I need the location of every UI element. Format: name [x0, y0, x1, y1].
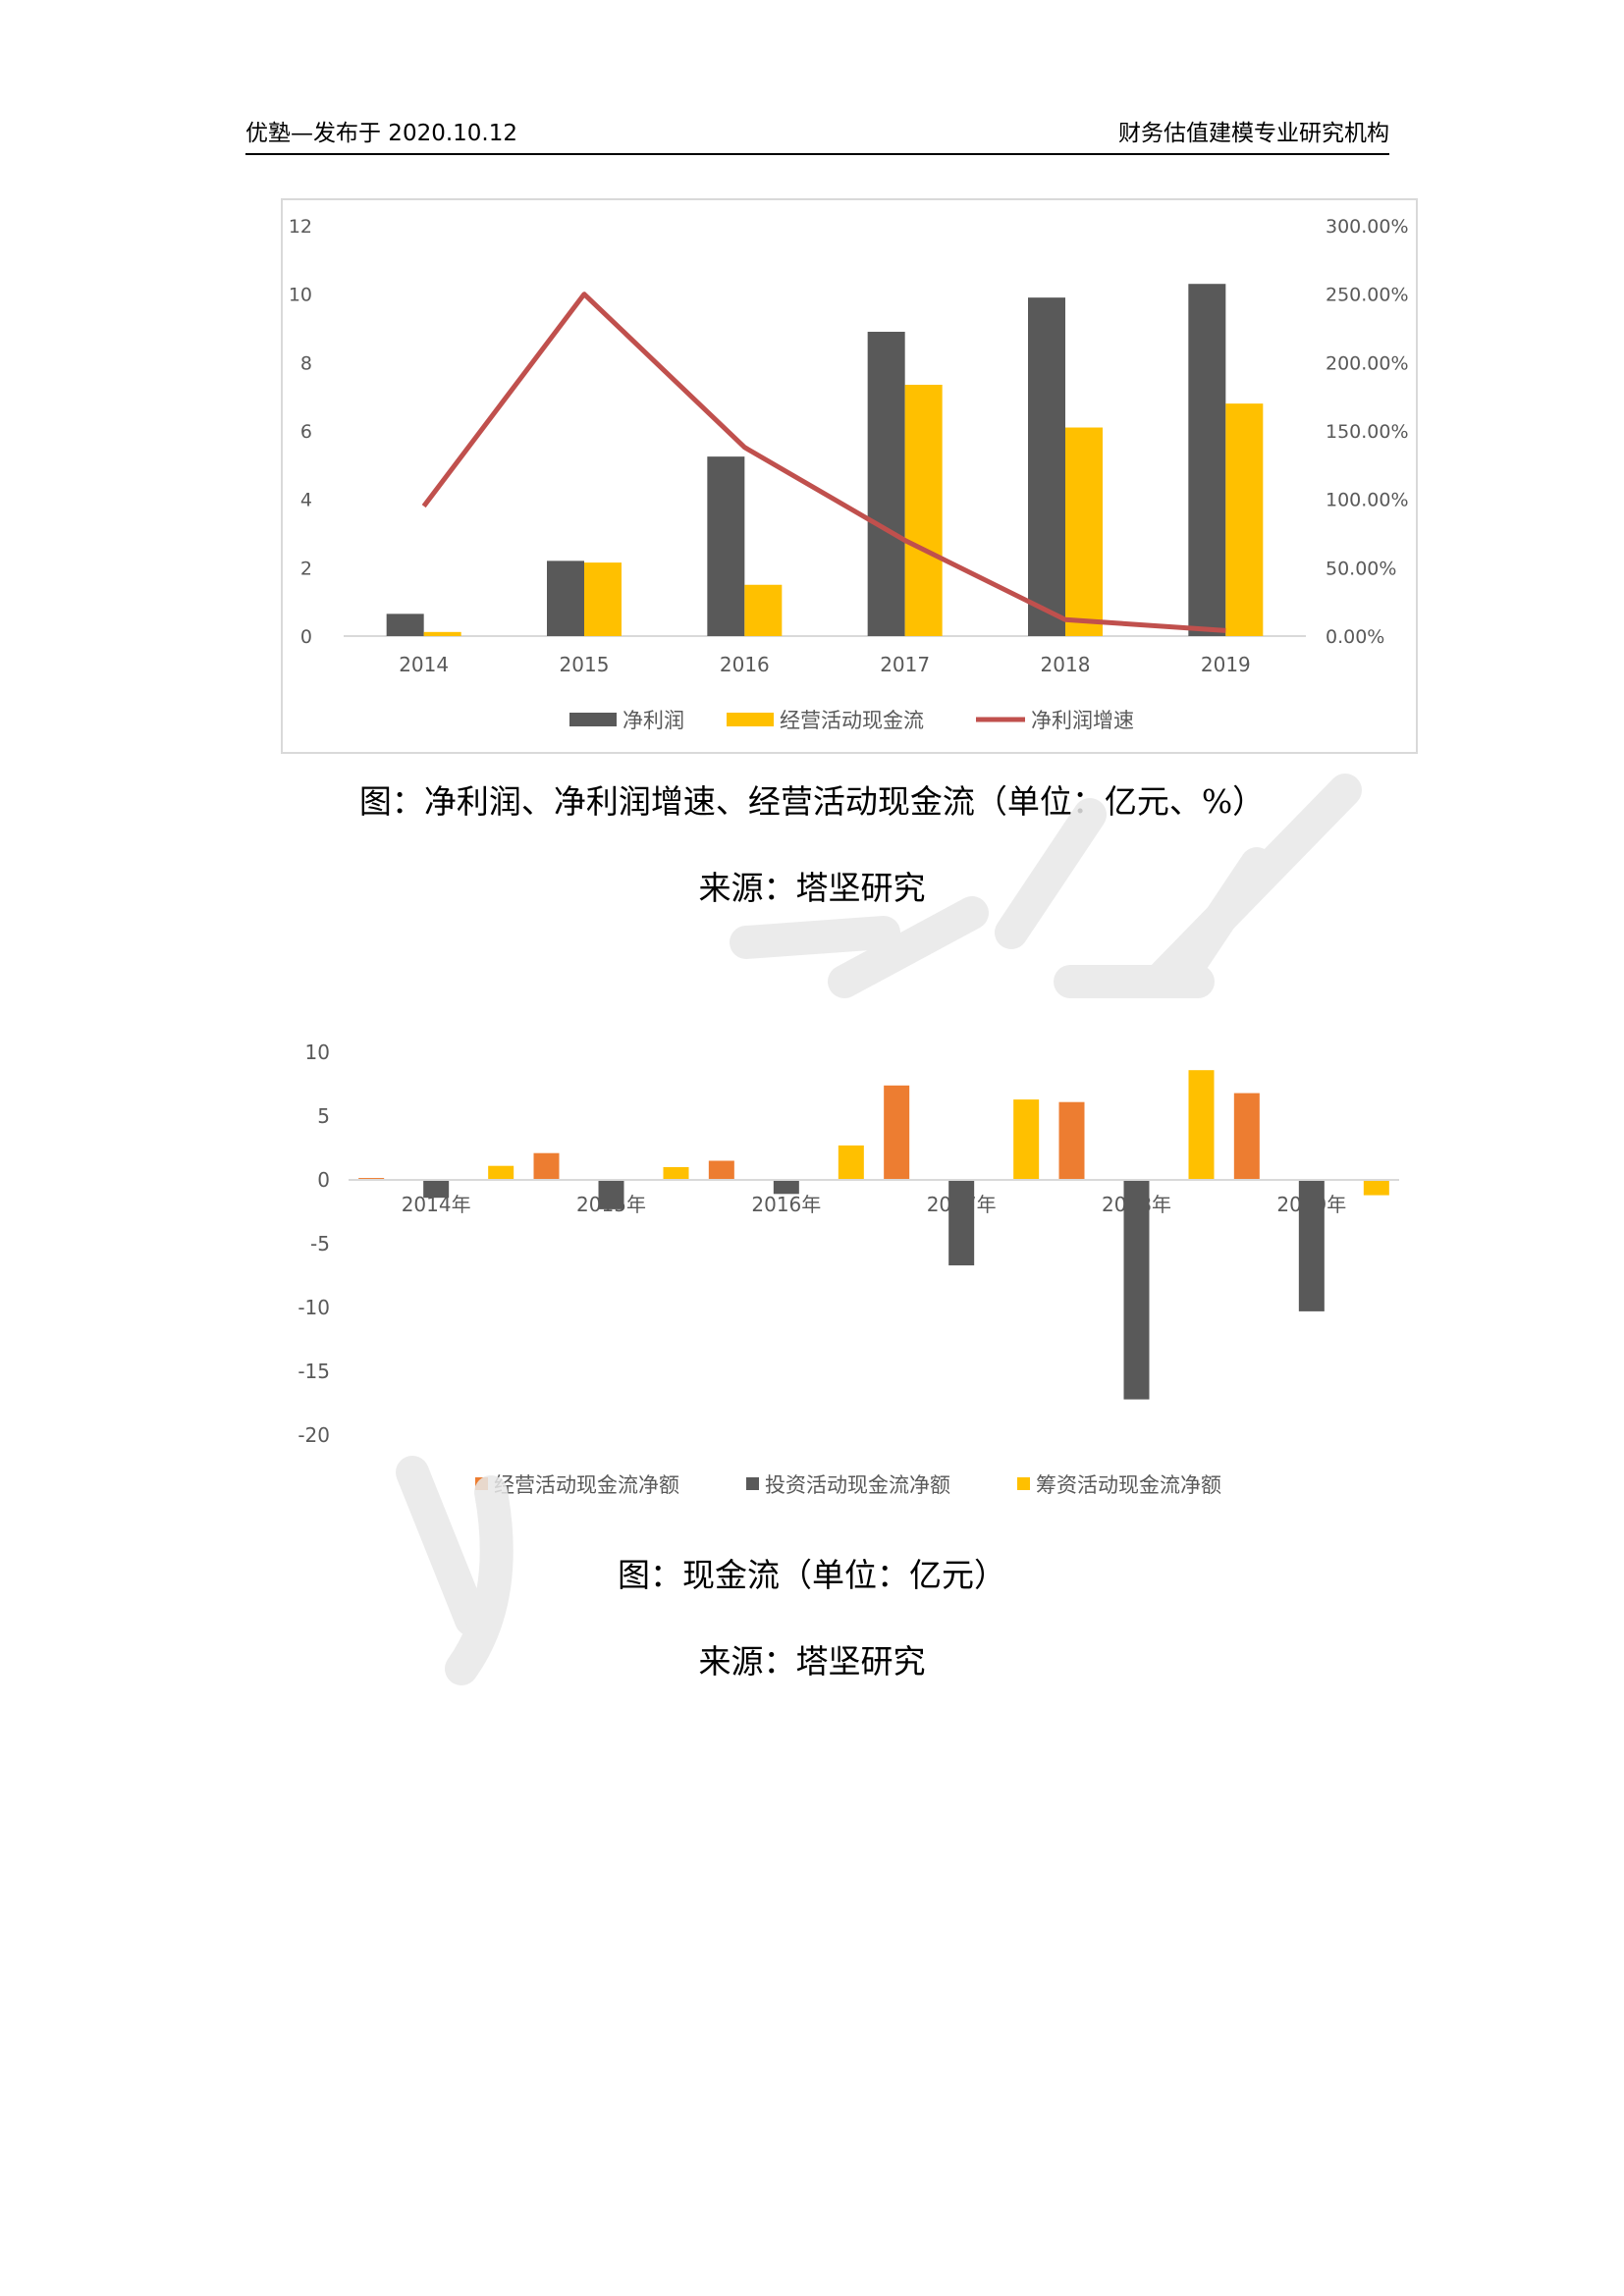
chart2-bar-operating — [708, 1160, 734, 1180]
chart1-x-tick-label: 2014 — [399, 653, 449, 676]
header-left-text: 优塾—发布于 2020.10.12 — [245, 121, 517, 146]
chart1-net-profit-cashflow: 0 2 4 6 8 10 12 0.00% 50.00% 100.00% 150.00% 200.00… — [289, 216, 1409, 732]
chart2-bar-financing — [488, 1165, 514, 1180]
chart1-x-tick-label: 2017 — [880, 653, 930, 676]
chart2-cash-flow: 1050-5-10-15-202014年2015年2016年2017年2018年… — [298, 1041, 1399, 1497]
chart2-bar-operating — [884, 1085, 910, 1180]
chart1-bar-net-profit — [1028, 297, 1065, 636]
chart2-y-tick-label: -20 — [298, 1423, 330, 1447]
chart1-bar-net-profit — [386, 614, 424, 636]
chart1-right-tick-label: 150.00% — [1326, 421, 1409, 443]
chart1-bar-operating-cash-flow — [744, 584, 783, 636]
chart1-legend-label-operating-cash-flow: 经营活动现金流 — [780, 709, 924, 732]
figure2-source: 来源：塔坚研究 — [698, 1642, 926, 1681]
chart1-bar-net-profit — [867, 331, 905, 636]
chart2-legend-operating-label: 经营活动现金流净额 — [494, 1473, 679, 1497]
chart1-right-tick-label: 100.00% — [1326, 490, 1409, 511]
chart2-bar-financing — [1363, 1180, 1389, 1196]
chart2-y-tick-label: 5 — [317, 1104, 330, 1128]
chart1-bar-operating-cash-flow — [904, 384, 943, 636]
chart1-frame — [281, 198, 1418, 754]
chart1-bar-operating-cash-flow — [1065, 427, 1103, 636]
chart1-legend-label-growth: 净利润增速 — [1031, 709, 1134, 732]
chart1-bar-operating-cash-flow — [1225, 403, 1264, 636]
chart2-bar-investing — [423, 1180, 450, 1199]
chart2-bar-investing — [1123, 1180, 1150, 1400]
chart1-legend-swatch-operating-cash-flow — [727, 713, 774, 726]
chart1-x-tick-label: 2015 — [560, 653, 610, 676]
chart2-y-tick-label: -5 — [310, 1232, 330, 1255]
chart2-y-tick-label: -15 — [298, 1360, 330, 1383]
chart1-left-tick-label: 0 — [300, 626, 312, 648]
chart2-bar-operating — [533, 1152, 560, 1180]
chart2-bar-operating — [1058, 1101, 1085, 1180]
chart2-bar-financing — [1013, 1099, 1040, 1180]
chart2-bar-financing — [1188, 1070, 1215, 1180]
chart1-right-tick-label: 300.00% — [1326, 216, 1409, 238]
chart2-legend-investing-label: 投资活动现金流净额 — [765, 1473, 950, 1497]
chart1-legend-swatch-net-profit — [569, 713, 617, 726]
chart2-bar-financing — [663, 1167, 689, 1180]
chart1-bar-operating-cash-flow — [584, 562, 622, 636]
chart1-line-net-profit-growth — [421, 292, 1226, 633]
chart2-bar-investing — [1298, 1180, 1325, 1311]
chart2-legend-financing-label: 筹资活动现金流净额 — [1036, 1473, 1221, 1497]
chart2-legend-investing-swatch — [746, 1477, 759, 1490]
chart1-x-tick-label: 2016 — [720, 653, 770, 676]
figure1-source: 来源：塔坚研究 — [698, 869, 926, 907]
chart1-bar-net-profit — [1188, 284, 1226, 636]
chart2-y-tick-label: -10 — [298, 1296, 330, 1319]
chart1-left-tick-label: 2 — [300, 558, 312, 579]
chart1-bar-net-profit — [547, 561, 584, 636]
chart2-legend-operating-swatch — [475, 1477, 488, 1490]
chart1-left-tick-label: 6 — [300, 421, 312, 443]
chart1-bar-net-profit — [707, 456, 745, 636]
chart2-y-tick-label: 0 — [317, 1168, 330, 1192]
chart1-left-tick-label: 8 — [300, 352, 312, 374]
chart2-bar-investing — [598, 1180, 624, 1209]
page-header: 优塾—发布于 2020.10.12 财务估值建模专业研究机构 — [245, 116, 1389, 155]
chart1-legend-label-net-profit: 净利润 — [623, 709, 684, 732]
chart1-bar-operating-cash-flow — [423, 631, 461, 636]
chart1-right-tick-label: 50.00% — [1326, 558, 1396, 579]
chart1-left-tick-label: 12 — [289, 216, 312, 238]
chart2-bar-operating — [1233, 1093, 1260, 1180]
chart1-right-tick-label: 250.00% — [1326, 285, 1409, 306]
figure1-caption: 图：净利润、净利润增速、经营活动现金流（单位：亿元、%） — [358, 782, 1266, 821]
chart2-bar-investing — [948, 1180, 975, 1266]
chart1-x-tick-label: 2018 — [1041, 653, 1091, 676]
chart1-left-tick-label: 10 — [289, 285, 312, 306]
figure2-caption: 图：现金流（单位：亿元） — [618, 1556, 1006, 1594]
chart1-right-tick-label: 200.00% — [1326, 352, 1409, 374]
chart2-legend-financing-swatch — [1017, 1477, 1030, 1490]
chart1-x-tick-label: 2019 — [1201, 653, 1251, 676]
chart2-y-tick-label: 10 — [305, 1041, 330, 1064]
chart2-bar-financing — [838, 1145, 864, 1180]
chart2-x-tick-label: 2016年 — [751, 1193, 821, 1216]
chart1-right-tick-label: 0.00% — [1326, 626, 1384, 648]
chart2-bar-investing — [773, 1180, 799, 1195]
header-right-text: 财务估值建模专业研究机构 — [1118, 121, 1389, 146]
chart1-left-tick-label: 4 — [300, 490, 312, 511]
